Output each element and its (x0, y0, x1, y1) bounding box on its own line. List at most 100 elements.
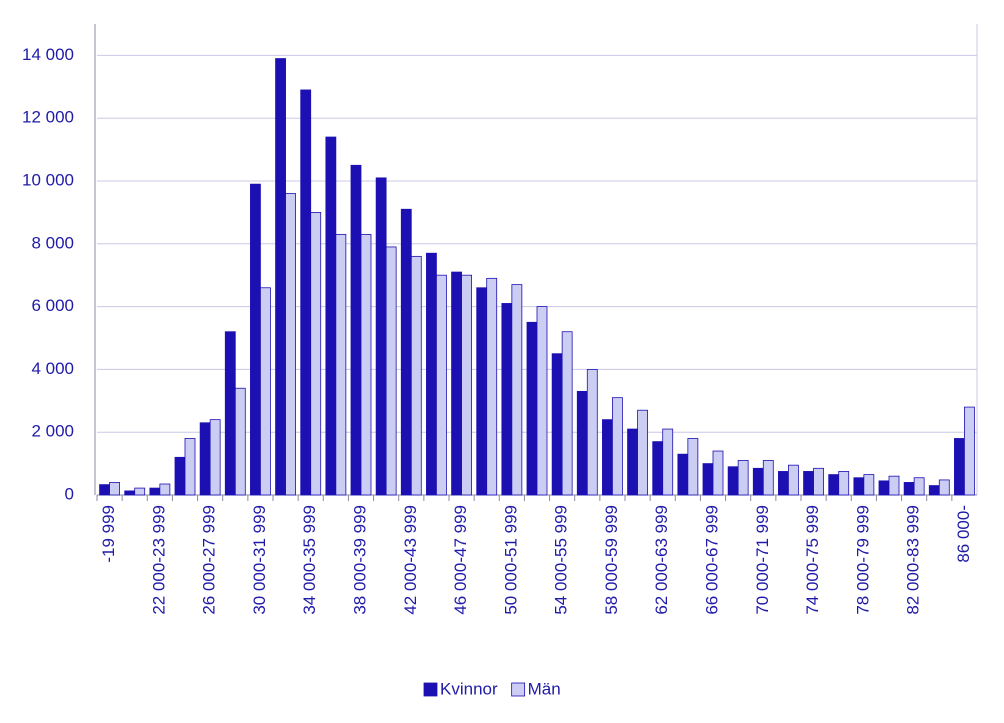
y-tick-label: 2 000 (31, 422, 74, 441)
bar (360, 233, 372, 496)
bar (385, 246, 397, 496)
bar (224, 331, 236, 496)
bar (234, 387, 246, 496)
bar (727, 466, 739, 496)
bar (954, 438, 965, 496)
bar (737, 460, 749, 496)
x-tick-label: 86 000- (954, 505, 973, 563)
bar (99, 484, 110, 496)
bar (853, 477, 865, 496)
y-tick-label: 8 000 (31, 233, 74, 252)
bar (928, 485, 940, 496)
bar (687, 438, 699, 496)
bar (964, 406, 975, 496)
bar (828, 474, 840, 496)
legend-swatch (423, 682, 438, 697)
bar (762, 460, 774, 496)
y-tick-label: 0 (65, 484, 74, 503)
x-tick-label: 54 000-55 999 (552, 505, 571, 615)
bar (310, 211, 322, 496)
x-tick-label: 30 000-31 999 (250, 505, 269, 615)
bar (426, 252, 437, 496)
bar (677, 453, 689, 496)
bar (511, 284, 523, 496)
bar (913, 477, 925, 496)
x-tick-label: 82 000-83 999 (904, 505, 923, 615)
x-tick-label: 58 000-59 999 (602, 505, 621, 615)
bar (451, 271, 462, 496)
bar (174, 456, 186, 496)
bar (778, 471, 789, 496)
bar (627, 428, 638, 496)
bar (803, 471, 814, 496)
bar (712, 450, 724, 496)
bar (788, 464, 799, 496)
bar (702, 463, 714, 496)
bar (300, 89, 312, 496)
bar (903, 482, 915, 496)
bar (325, 136, 337, 496)
bar (335, 233, 347, 496)
x-tick-label: 42 000-43 999 (401, 505, 420, 615)
y-tick-label: 6 000 (31, 296, 74, 315)
bar (888, 475, 900, 496)
x-tick-label: -19 999 (99, 505, 118, 563)
bar (878, 480, 890, 496)
bar (436, 274, 447, 496)
bar (526, 321, 538, 496)
bar (586, 368, 598, 496)
bar (602, 419, 613, 496)
bar (410, 255, 422, 496)
bar (838, 471, 850, 496)
bar (476, 287, 488, 496)
bar (813, 467, 824, 496)
bar (576, 390, 588, 496)
bar (561, 331, 573, 496)
bar (486, 277, 498, 496)
bar (652, 441, 664, 496)
x-tick-label: 62 000-63 999 (652, 505, 671, 615)
bar (159, 483, 171, 496)
bar (350, 164, 362, 496)
x-tick-label: 46 000-47 999 (451, 505, 470, 615)
y-tick-label: 12 000 (22, 108, 74, 127)
x-tick-label: 26 000-27 999 (200, 505, 219, 615)
bar (461, 274, 472, 496)
legend-label: Kvinnor (440, 679, 498, 698)
x-tick-label: 66 000-67 999 (702, 505, 721, 615)
y-tick-label: 14 000 (22, 45, 74, 64)
bar (752, 467, 764, 496)
bar (149, 487, 161, 496)
x-tick-label: 38 000-39 999 (350, 505, 369, 615)
bar (536, 306, 548, 496)
legend-swatch (511, 682, 526, 697)
y-tick-label: 10 000 (22, 170, 74, 189)
x-tick-label: 34 000-35 999 (300, 505, 319, 615)
bar (275, 58, 286, 496)
bar (260, 287, 271, 496)
legend-label: Män (528, 679, 561, 698)
x-tick-label: 22 000-23 999 (149, 505, 168, 615)
y-tick-label: 4 000 (31, 359, 74, 378)
bar (124, 490, 136, 496)
bar (400, 208, 412, 496)
bar (501, 303, 513, 496)
bar (134, 487, 146, 496)
bar (109, 482, 120, 496)
bar (199, 422, 211, 496)
bar (612, 397, 623, 496)
bar (551, 353, 563, 496)
bar (209, 419, 221, 496)
x-tick-label: 74 000-75 999 (803, 505, 822, 615)
x-tick-label: 78 000-79 999 (853, 505, 872, 615)
bar (285, 193, 296, 496)
bar (250, 183, 261, 496)
bar (375, 177, 387, 496)
bar (863, 474, 875, 496)
bar (637, 409, 648, 496)
bar (184, 438, 196, 496)
x-tick-label: 70 000-71 999 (753, 505, 772, 615)
bar (938, 479, 950, 496)
x-tick-label: 50 000-51 999 (501, 505, 520, 615)
